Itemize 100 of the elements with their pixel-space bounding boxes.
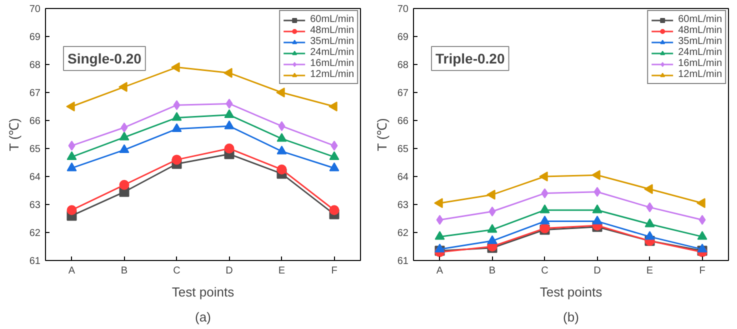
point (434, 231, 445, 240)
point (224, 120, 234, 130)
y-tick-label: 70 (397, 4, 409, 15)
annotation: Single-0.20 (68, 50, 142, 66)
x-tick-label: F (699, 266, 706, 276)
point (541, 188, 548, 198)
legend-label: 24mL/min (678, 47, 722, 58)
point (539, 172, 548, 182)
x-tick-label: D (594, 266, 601, 276)
point (224, 144, 234, 154)
legend-label: 60mL/min (310, 14, 354, 25)
point (644, 231, 655, 240)
point (276, 164, 287, 174)
point (698, 214, 706, 225)
x-tick-label: C (173, 266, 180, 276)
point (592, 216, 602, 224)
y-tick-label: 70 (29, 4, 41, 15)
y-tick-label: 68 (397, 60, 409, 71)
y-tick-label: 64 (29, 172, 41, 183)
point (594, 186, 601, 197)
legend-label: 48mL/min (310, 25, 354, 36)
y-tick-label: 66 (29, 116, 41, 127)
point (540, 216, 550, 224)
point (436, 214, 444, 225)
y-tick-label: 65 (29, 144, 41, 155)
y-tick-label: 67 (29, 88, 41, 99)
point (120, 122, 128, 132)
legend-label: 24mL/min (310, 47, 354, 58)
point (278, 121, 286, 132)
y-tick-label: 69 (397, 32, 409, 43)
annotation: Triple-0.20 (436, 50, 505, 66)
point (276, 88, 285, 98)
legend-label: 35mL/min (678, 36, 722, 47)
text: (b) (563, 310, 579, 324)
point (171, 62, 180, 72)
point (276, 146, 287, 154)
y-tick-label: 66 (397, 116, 409, 127)
legend-label: 12mL/min (310, 69, 354, 80)
x-tick-label: B (488, 266, 496, 276)
point (329, 151, 340, 160)
y-tick-label: 67 (397, 88, 409, 99)
point (118, 82, 128, 92)
point (330, 140, 338, 151)
legend-label: 16mL/min (310, 58, 354, 69)
point (487, 224, 498, 233)
point (172, 154, 182, 165)
point (66, 151, 77, 160)
point (224, 68, 232, 78)
legend-label: 12mL/min (678, 69, 722, 80)
point (592, 170, 600, 180)
y-tick-label: 69 (29, 32, 41, 43)
point (328, 102, 338, 112)
point (66, 205, 77, 216)
x-tick-label: E (278, 266, 286, 276)
y-tick-label: 62 (397, 228, 409, 239)
point (172, 123, 182, 132)
point (488, 206, 496, 216)
y-tick-label: 62 (29, 228, 41, 239)
point (329, 205, 340, 216)
point (434, 198, 443, 208)
point (487, 235, 498, 244)
point (434, 244, 445, 252)
x-tick-label: A (436, 266, 444, 276)
x-tick-label: E (646, 266, 654, 276)
y-tick-label: 61 (29, 256, 41, 267)
x-tick-label: A (68, 266, 76, 276)
point (172, 112, 182, 121)
y-tick-label: 61 (397, 256, 409, 267)
x-axis-title: Test points (540, 284, 603, 300)
y-tick-label: 63 (29, 200, 41, 211)
x-tick-label: F (331, 266, 338, 276)
point (644, 218, 655, 228)
x-axis-title: Test points (172, 284, 235, 300)
legend-label: 60mL/min (678, 14, 722, 25)
x-tick-label: C (541, 266, 548, 276)
point (540, 204, 550, 214)
point (696, 198, 706, 208)
point (66, 102, 75, 112)
y-axis-title: T (℃) (6, 118, 22, 152)
y-tick-label: 65 (397, 144, 409, 155)
y-axis-title: T (℃) (374, 118, 390, 152)
point (224, 109, 234, 118)
text: (a) (195, 310, 211, 324)
x-tick-label: B (120, 266, 128, 276)
point (697, 244, 708, 252)
point (68, 140, 76, 151)
point (173, 100, 180, 110)
point (226, 98, 233, 109)
point (119, 180, 130, 190)
point (119, 132, 130, 140)
legend-label: 16mL/min (678, 58, 722, 69)
legend-label: 48mL/min (678, 25, 722, 36)
point (119, 144, 130, 153)
y-tick-label: 64 (397, 172, 409, 183)
point (486, 190, 496, 200)
point (66, 162, 77, 172)
legend-label: 35mL/min (310, 36, 354, 47)
y-tick-label: 68 (29, 60, 41, 71)
x-tick-label: D (226, 266, 233, 276)
point (592, 204, 602, 214)
